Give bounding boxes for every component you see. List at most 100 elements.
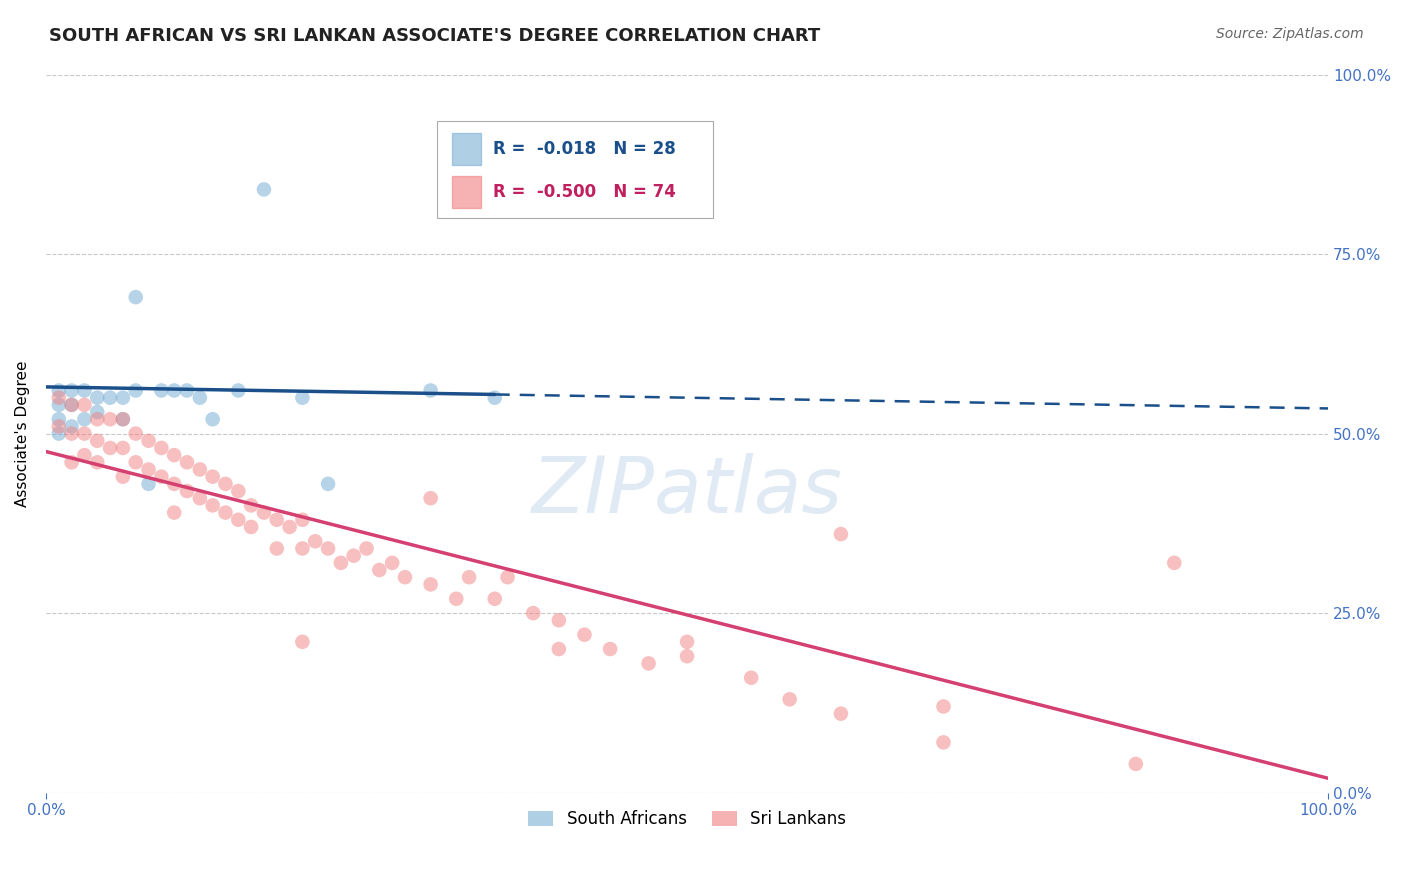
Point [60,398,83,412]
Point [60,384,83,398]
Point [291,635,314,649]
Point [138,434,160,448]
Point [1163,556,1185,570]
Point [60,426,83,441]
Text: ZIPatlas: ZIPatlas [531,453,842,529]
FancyBboxPatch shape [437,121,713,219]
Point [419,384,441,398]
Point [176,483,198,498]
Bar [453,133,481,165]
Point [111,412,134,426]
Point [676,649,699,664]
Point [574,628,596,642]
Point [343,549,366,563]
Point [201,469,224,483]
Point [266,513,288,527]
Point [240,499,263,513]
Point [188,462,211,476]
Point [86,412,108,426]
Text: Source: ZipAtlas.com: Source: ZipAtlas.com [1216,27,1364,41]
Point [522,606,544,620]
Point [304,534,326,549]
Point [226,513,249,527]
Text: SOUTH AFRICAN VS SRI LANKAN ASSOCIATE'S DEGREE CORRELATION CHART: SOUTH AFRICAN VS SRI LANKAN ASSOCIATE'S … [49,27,821,45]
Point [73,412,96,426]
Point [111,441,134,455]
Point [676,635,699,649]
Point [60,455,83,469]
Point [138,476,160,491]
Point [125,426,148,441]
Point [48,391,70,405]
Point [484,591,506,606]
Point [329,556,352,570]
Point [637,657,659,671]
Point [240,520,263,534]
Point [86,405,108,419]
Point [150,384,173,398]
Point [163,506,186,520]
Point [176,455,198,469]
Point [150,441,173,455]
Point [125,290,148,304]
Point [316,476,339,491]
Point [98,441,121,455]
Point [381,556,404,570]
Point [226,384,249,398]
Point [830,706,852,721]
Point [48,412,70,426]
Y-axis label: Associate's Degree: Associate's Degree [15,360,30,507]
Point [394,570,416,584]
Point [48,419,70,434]
Point [163,384,186,398]
Point [86,391,108,405]
Point [368,563,391,577]
Point [111,412,134,426]
Point [547,642,569,657]
Point [73,426,96,441]
Point [201,499,224,513]
Point [291,391,314,405]
Point [138,462,160,476]
Point [830,527,852,541]
Point [73,448,96,462]
Point [73,398,96,412]
Point [111,391,134,405]
Point [253,506,276,520]
Point [60,398,83,412]
Point [266,541,288,556]
Point [356,541,378,556]
Point [779,692,801,706]
Point [932,735,955,749]
Point [163,448,186,462]
Point [419,577,441,591]
Point [125,384,148,398]
Point [188,391,211,405]
Point [111,469,134,483]
Point [599,642,621,657]
Point [547,613,569,627]
Point [201,412,224,426]
Point [740,671,762,685]
Point [226,483,249,498]
Point [163,476,186,491]
Text: R =  -0.018   N = 28: R = -0.018 N = 28 [494,140,676,158]
Point [176,384,198,398]
Point [48,426,70,441]
Point [60,419,83,434]
Point [496,570,519,584]
Point [48,398,70,412]
Legend: South Africans, Sri Lankans: South Africans, Sri Lankans [522,804,852,835]
Point [98,391,121,405]
Point [188,491,211,506]
Point [73,384,96,398]
Point [150,469,173,483]
Text: R =  -0.500   N = 74: R = -0.500 N = 74 [494,183,676,202]
Point [98,412,121,426]
Point [932,699,955,714]
Point [125,455,148,469]
Point [484,391,506,405]
Point [446,591,468,606]
Point [253,182,276,196]
Point [1125,756,1147,771]
